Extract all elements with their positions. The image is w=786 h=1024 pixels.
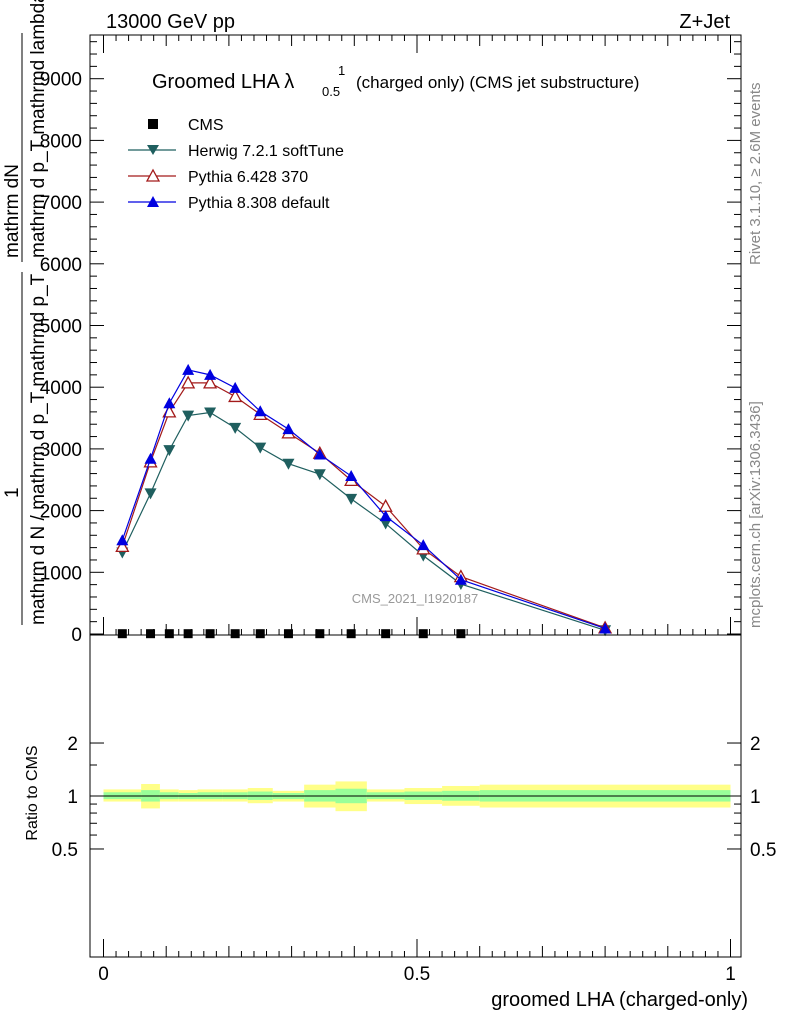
- ratio-tick-labels: 0.5 0.5 1 1 2 2 0 0.5 1: [52, 734, 777, 985]
- data-point-pythia-8-308-default: [204, 368, 217, 380]
- ratio-y-tick-label: 2: [67, 734, 78, 755]
- data-point-pythia-8-308-default: [417, 539, 430, 551]
- x-tick-label: 1: [725, 964, 736, 985]
- data-point-herwig-7-2-1-softtune: [379, 518, 392, 530]
- legend-marker-herwig: [147, 145, 159, 155]
- data-point-cms: [117, 629, 127, 639]
- data-point-cms: [381, 629, 391, 639]
- data-point-herwig-7-2-1-softtune: [345, 493, 358, 505]
- ratio-axis-ticks: [90, 742, 741, 957]
- main-y-tick-label: 4000: [40, 378, 82, 399]
- main-y-tick-label: 0: [71, 625, 82, 646]
- main-y-tick-label: 6000: [40, 255, 82, 276]
- series-layer: [115, 363, 613, 639]
- legend-entry-pythia6: Pythia 6.428 370: [128, 168, 308, 186]
- data-point-pythia-8-308-default: [379, 510, 392, 522]
- data-point-herwig-7-2-1-softtune: [163, 445, 176, 457]
- data-point-pythia-8-308-default: [116, 534, 129, 546]
- data-point-cms: [146, 629, 156, 639]
- data-point-pythia-6-428-370: [378, 498, 393, 512]
- data-point-pythia-8-308-default: [282, 423, 295, 435]
- main-y-tick-label: 8000: [40, 131, 82, 152]
- data-point-cms: [255, 629, 265, 639]
- main-axis-ticks: [90, 35, 741, 635]
- legend-entry-herwig: Herwig 7.2.1 softTune: [128, 143, 344, 160]
- main-y-axis-label: mathrm dN mathrm d p_T mathrmd lambda 1 …: [2, 0, 49, 625]
- data-point-cms: [205, 629, 215, 639]
- data-point-cms: [164, 629, 174, 639]
- ratio-y-axis-label: Ratio to CMS: [24, 745, 41, 840]
- legend-marker-pythia8: [147, 196, 159, 207]
- data-point-cms: [418, 629, 428, 639]
- x-axis-label: groomed LHA (charged-only): [491, 989, 748, 1011]
- legend-entry-pythia8: Pythia 8.308 default: [128, 195, 330, 212]
- data-point-pythia-8-308-default: [163, 397, 176, 409]
- plot-title-sub: 0.5: [322, 84, 340, 99]
- x-tick-label: 0: [98, 964, 109, 985]
- main-y-tick-label: 9000: [40, 70, 82, 91]
- data-point-pythia-8-308-default: [313, 448, 326, 460]
- legend-label-cms: CMS: [188, 117, 224, 134]
- plot-title-suffix: (charged only) (CMS jet substructure): [356, 73, 639, 92]
- plot-title: Groomed LHA λ 1 0.5 (charged only) (CMS …: [152, 63, 639, 99]
- plot-title-sup: 1: [338, 63, 345, 78]
- data-point-pythia-6-428-370: [228, 389, 243, 403]
- data-point-herwig-7-2-1-softtune: [229, 422, 242, 434]
- series-line-pythia-8-308-default: [121, 369, 606, 630]
- data-point-pythia-8-308-default: [345, 470, 358, 482]
- process-label: Z+Jet: [679, 11, 730, 33]
- main-y-tick-label: 7000: [40, 193, 82, 214]
- ratio-y-tick-label-right: 0.5: [750, 840, 776, 861]
- legend-label-pythia8: Pythia 8.308 default: [188, 195, 330, 212]
- rivet-version-label: Rivet 3.1.10, ≥ 2.6M events: [747, 83, 764, 266]
- y-label-top-2: mathrm d p_T mathrmd lambda: [28, 0, 49, 258]
- data-point-cms: [230, 629, 240, 639]
- data-point-herwig-7-2-1-softtune: [254, 442, 267, 454]
- data-point-cms: [183, 629, 193, 639]
- data-point-cms: [456, 629, 466, 639]
- main-y-tick-label: 5000: [40, 317, 82, 338]
- ratio-y-tick-label: 0.5: [52, 840, 78, 861]
- data-point-pythia-6-428-370: [181, 375, 196, 389]
- ratio-y-tick-label-right: 1: [750, 787, 761, 808]
- legend-label-pythia6: Pythia 6.428 370: [188, 169, 308, 186]
- main-y-tick-label: 1000: [40, 563, 82, 584]
- data-point-cms: [346, 629, 356, 639]
- data-point-pythia-8-308-default: [229, 381, 242, 393]
- data-point-cms: [283, 629, 293, 639]
- data-point-herwig-7-2-1-softtune: [182, 410, 195, 422]
- data-point-herwig-7-2-1-softtune: [313, 469, 326, 481]
- main-y-tick-label: 3000: [40, 440, 82, 461]
- data-point-herwig-7-2-1-softtune: [282, 458, 295, 470]
- y-label-bottom: mathrm d N / mathrm d p_T mathrmd p_T: [28, 273, 49, 625]
- data-point-pythia-8-308-default: [254, 405, 267, 417]
- data-point-pythia-6-428-370: [202, 375, 218, 389]
- data-point-pythia-6-428-370: [115, 539, 130, 553]
- series-line-herwig-7-2-1-softtune: [121, 411, 606, 631]
- plot-title-main: Groomed LHA λ: [152, 71, 294, 93]
- data-point-pythia-8-308-default: [599, 622, 612, 634]
- mcplots-label: mcplots.cern.ch [arXiv:1306.3436]: [747, 401, 764, 628]
- data-point-pythia-8-308-default: [182, 363, 195, 375]
- energy-label: 13000 GeV pp: [106, 11, 235, 33]
- data-point-pythia-8-308-default: [454, 573, 467, 585]
- ratio-y-tick-label: 1: [67, 787, 78, 808]
- data-point-cms: [315, 629, 325, 639]
- legend-marker-pythia6: [145, 168, 161, 182]
- ratio-y-tick-label-right: 2: [750, 734, 761, 755]
- y-label-top: mathrm dN: [2, 164, 23, 258]
- legend: CMS Herwig 7.2.1 softTune Pythia 6.428 3…: [128, 117, 344, 212]
- legend-marker-cms: [148, 119, 158, 129]
- x-tick-label: 0.5: [404, 964, 430, 985]
- analysis-watermark: CMS_2021_I1920187: [352, 591, 479, 606]
- legend-entry-cms: CMS: [148, 117, 224, 134]
- data-point-pythia-8-308-default: [144, 452, 157, 464]
- data-point-herwig-7-2-1-softtune: [204, 407, 217, 419]
- data-point-herwig-7-2-1-softtune: [144, 488, 157, 500]
- legend-label-herwig: Herwig 7.2.1 softTune: [188, 143, 344, 160]
- y-label-one: 1: [2, 487, 23, 498]
- main-y-tick-labels: 0 1000 2000 3000 4000 5000 6000 7000 8000 9000: [40, 70, 82, 646]
- main-y-tick-label: 2000: [40, 502, 82, 523]
